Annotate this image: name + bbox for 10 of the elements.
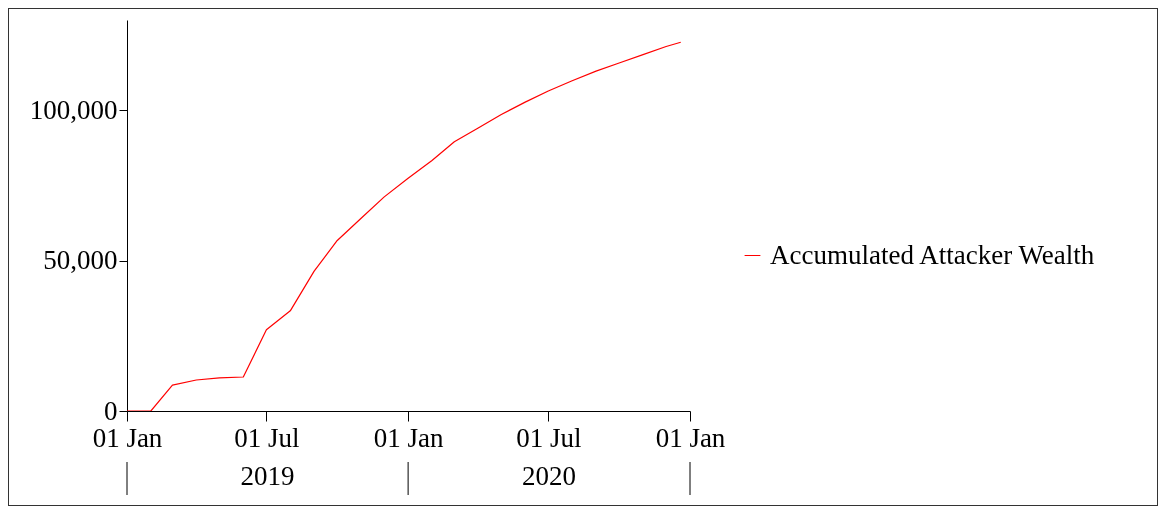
y-tick-label: 100,000	[29, 94, 118, 125]
x-tick-label: 01 Jan	[655, 422, 726, 453]
x-tick-label: 01 Jul	[234, 422, 300, 453]
y-tick-label: 50,000	[43, 245, 118, 276]
legend-label: Accumulated Attacker Wealth	[770, 239, 1095, 270]
text: 2019	[240, 461, 295, 491]
x-tick-label: 01 Jan	[373, 422, 444, 453]
text: 2020	[522, 461, 577, 491]
line-series	[127, 41, 682, 411]
x-tick-label: 01 Jul	[516, 422, 582, 453]
